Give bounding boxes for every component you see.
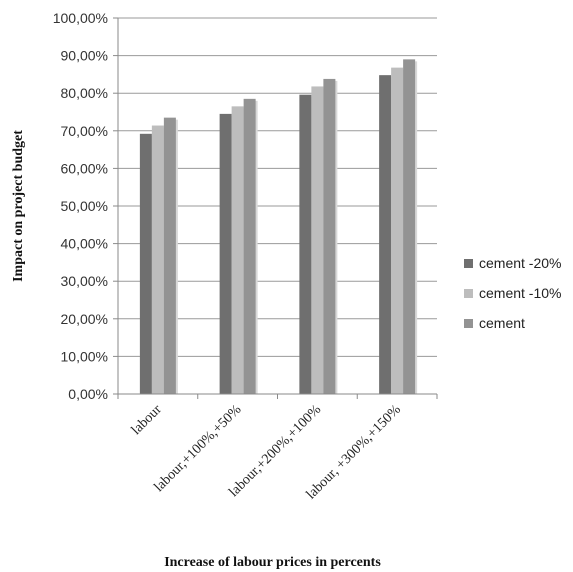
bar (151, 125, 164, 394)
y-tick-label: 0,00% (68, 386, 108, 402)
y-tick-label: 10,00% (61, 348, 108, 364)
legend-swatch (464, 259, 473, 268)
legend-label: cement (479, 315, 525, 331)
legend-label: cement -20% (479, 255, 561, 271)
bar (163, 117, 176, 394)
bar (243, 98, 256, 394)
x-axis-title: Increase of labour prices in percents (164, 555, 381, 570)
y-tick-label: 50,00% (61, 198, 108, 214)
bar (379, 75, 392, 394)
y-axis-title: Impact on project budget (11, 130, 26, 282)
bars (139, 59, 418, 395)
x-category-labels: labourlabour,+100%,+50%labour,+200%,+100… (129, 402, 404, 503)
bar (391, 67, 404, 394)
y-tick-label: 100,00% (53, 10, 108, 26)
y-tick-label: 40,00% (61, 236, 108, 252)
bar (403, 59, 416, 395)
bar (219, 113, 232, 394)
bar (311, 86, 324, 394)
y-tick-label: 90,00% (61, 48, 108, 64)
bar (299, 94, 312, 394)
x-category-label: labour (129, 402, 165, 438)
y-tick-label: 60,00% (61, 160, 108, 176)
bar (231, 106, 244, 395)
y-tick-label: 70,00% (61, 123, 108, 139)
legend-swatch (464, 319, 473, 328)
x-category-label: labour,+100%,+50% (152, 402, 245, 495)
legend: cement -20% cement -10% cement (464, 255, 561, 331)
y-tick-label: 80,00% (61, 85, 108, 101)
legend-label: cement -10% (479, 285, 561, 301)
legend-swatch (464, 289, 473, 298)
y-tick-label: 30,00% (61, 273, 108, 289)
bar (139, 133, 152, 395)
y-tick-labels: 0,00% 10,00% 20,00% 30,00% 40,00% 50,00% 60,00… (53, 10, 108, 402)
y-tick-label: 20,00% (61, 311, 108, 327)
bar (323, 78, 336, 395)
axes (113, 17, 438, 399)
